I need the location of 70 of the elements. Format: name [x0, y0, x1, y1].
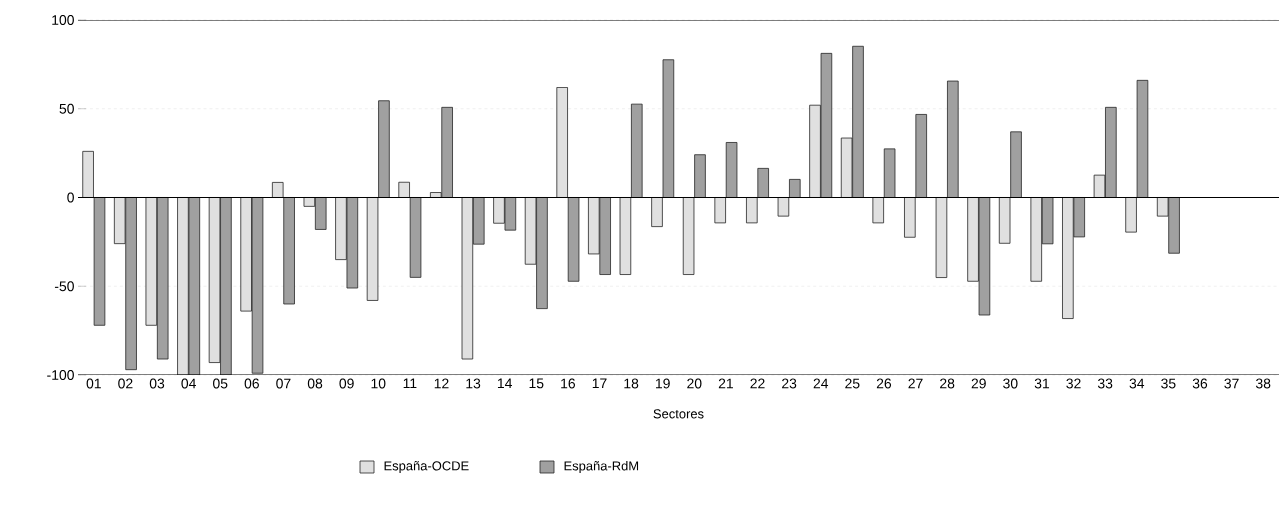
- x-tick-label: 14: [497, 378, 513, 389]
- x-tick-label: 34: [1129, 378, 1145, 389]
- bar: [1010, 131, 1022, 198]
- y-tick-label: -100: [47, 370, 74, 380]
- x-tick-label: 38: [1255, 378, 1271, 389]
- y-tick-label: 0: [67, 192, 74, 203]
- x-tick-label: 20: [687, 378, 702, 389]
- x-tick-label: 29: [971, 378, 986, 389]
- x-tick-label: 37: [1224, 378, 1239, 389]
- x-tick-label: 03: [149, 378, 165, 389]
- x-tick-label: 09: [339, 378, 354, 389]
- bar: [125, 197, 137, 371]
- x-tick-label: 15: [529, 378, 544, 389]
- legend-label: España-OCDE: [384, 461, 469, 473]
- bar: [335, 197, 347, 261]
- x-tick-label: 17: [592, 378, 607, 389]
- y-tick-label: 100: [52, 15, 74, 25]
- x-tick-label: 31: [1034, 378, 1050, 389]
- legend-label: España-RdM: [564, 460, 639, 474]
- x-tick-label: 23: [782, 378, 797, 389]
- x-tick-label: 01: [86, 378, 101, 389]
- bar: [536, 197, 548, 310]
- x-tick-label: 06: [244, 378, 259, 389]
- x-tick-label: 25: [845, 378, 860, 389]
- x-tick-label: 02: [118, 378, 133, 389]
- x-tick-label: 16: [561, 378, 576, 389]
- x-tick-label: 05: [213, 378, 228, 389]
- bar: [441, 106, 453, 198]
- bar: [904, 197, 916, 238]
- x-tick-label: 36: [1192, 378, 1208, 389]
- x-tick-label: 07: [276, 378, 291, 389]
- bar: [915, 114, 927, 198]
- x-tick-label: 33: [1097, 378, 1113, 389]
- x-tick-label: 13: [466, 378, 481, 389]
- x-tick-label: 10: [371, 378, 386, 389]
- bar: [947, 80, 959, 198]
- bar: [809, 104, 821, 198]
- x-tick-label: 19: [656, 378, 670, 389]
- x-tick-label: 32: [1066, 378, 1081, 389]
- x-tick-label: 26: [876, 378, 892, 389]
- bar: [599, 197, 611, 275]
- bar: [82, 150, 94, 198]
- bar: [1105, 106, 1117, 198]
- bar: [588, 197, 600, 255]
- bar: [1062, 197, 1074, 319]
- bar: [694, 154, 706, 198]
- bar: [378, 100, 390, 198]
- x-tick-label: 11: [403, 378, 417, 389]
- x-tick-label: 30: [1003, 378, 1018, 389]
- x-tick-label: 18: [624, 378, 639, 389]
- x-tick-label: 22: [750, 378, 765, 389]
- x-tick-label: 12: [434, 378, 449, 389]
- bar: [556, 87, 568, 198]
- bar: [1168, 197, 1180, 254]
- bar: [283, 197, 295, 305]
- bar: [220, 197, 232, 375]
- x-tick-label: 21: [718, 378, 733, 389]
- y-tick-label: 50: [59, 103, 74, 114]
- x-axis-title: Sectores: [653, 409, 704, 419]
- x-tick-label: 04: [181, 378, 196, 389]
- y-tick-label: -50: [54, 281, 74, 292]
- x-tick-label: 08: [307, 378, 323, 389]
- x-tick-label: 27: [908, 378, 923, 389]
- bar: [852, 45, 864, 198]
- x-tick-label: 35: [1161, 378, 1176, 389]
- x-tick-label: 24: [813, 378, 829, 389]
- bar: [240, 197, 252, 312]
- x-tick-label: 28: [940, 378, 955, 389]
- bar: [493, 197, 505, 224]
- bar: [967, 197, 979, 282]
